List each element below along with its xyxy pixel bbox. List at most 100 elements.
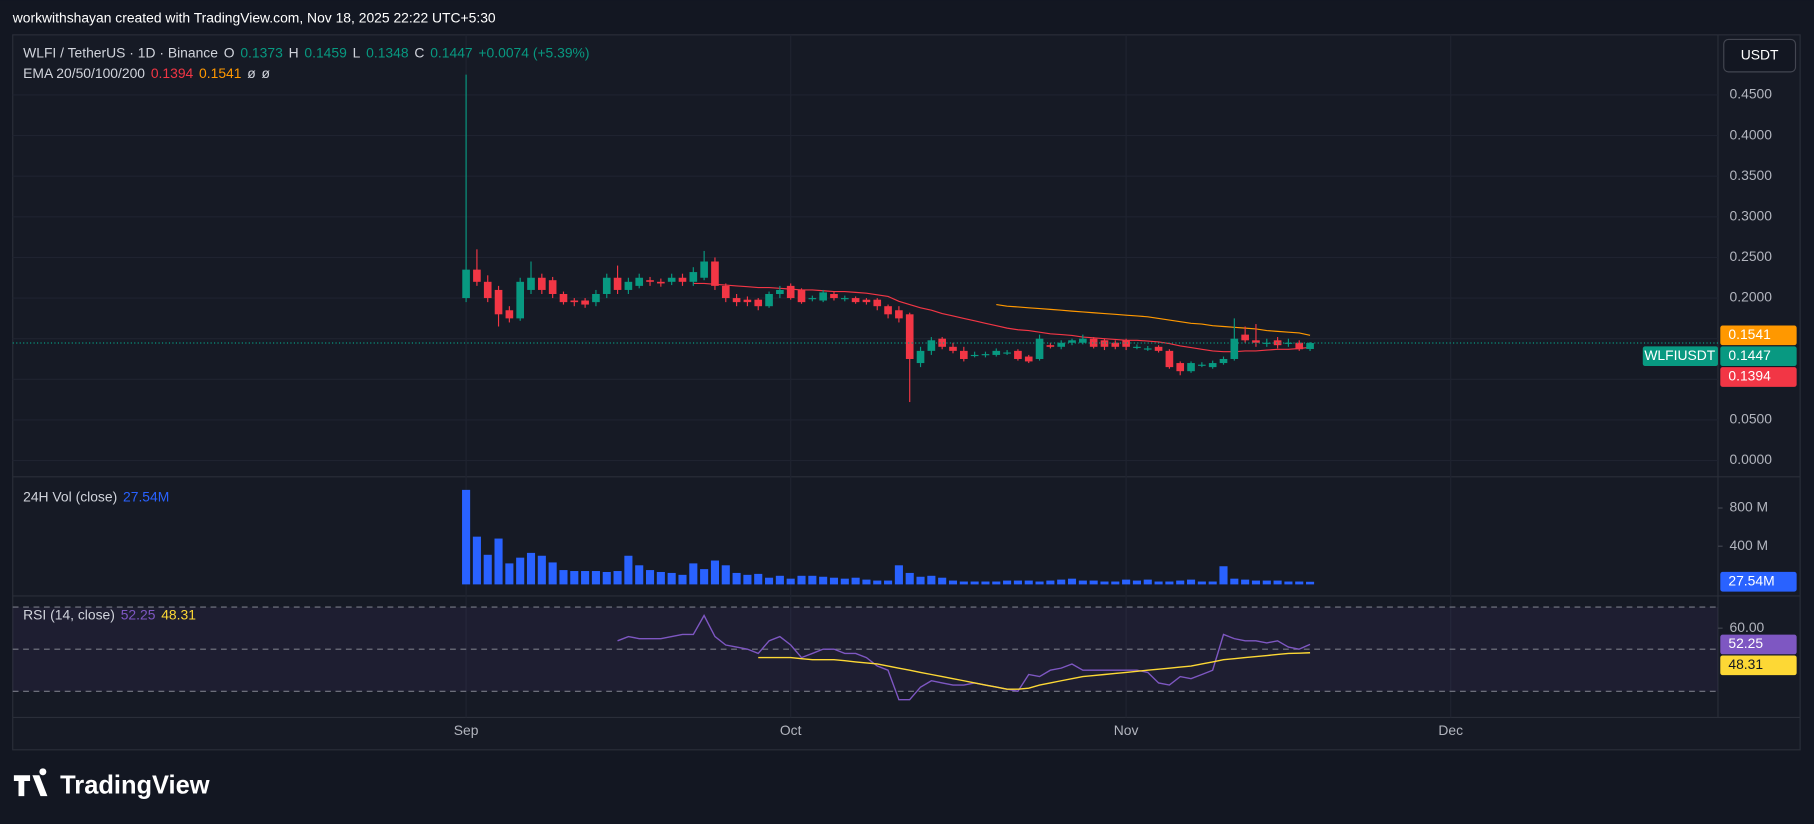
candle-body	[538, 277, 546, 290]
y-tick-label: 0.2500	[1730, 248, 1773, 264]
candle-body	[592, 294, 600, 303]
volume-bar	[678, 574, 687, 585]
candle-body	[1165, 350, 1174, 368]
legend-item: ø	[262, 65, 271, 81]
currency-button[interactable]	[1723, 38, 1797, 73]
candle-body	[646, 280, 654, 282]
y-tick-label: 0.4500	[1730, 86, 1773, 102]
volume-bar	[743, 574, 752, 585]
candle-body	[1057, 342, 1066, 347]
legend: EMA 20/50/100/200 0.1394 0.1541 ø ø	[23, 65, 270, 81]
legend-item: L	[353, 44, 361, 60]
candle-body	[1122, 340, 1130, 347]
volume-bar	[754, 573, 763, 585]
legend-item: 0.1394	[151, 65, 194, 81]
ema-line	[693, 282, 1311, 353]
candle-body	[581, 300, 589, 305]
currency[interactable]: USDT	[1741, 46, 1779, 62]
volume-bar	[1176, 580, 1185, 585]
volume-bar	[797, 575, 806, 585]
price-tag	[1720, 655, 1797, 676]
volume-bar	[808, 575, 817, 585]
candle-body	[959, 350, 968, 359]
y-tick-label: 0.4000	[1730, 126, 1773, 142]
volume-bar	[1035, 581, 1044, 585]
candle-body	[516, 281, 525, 319]
candle-body	[1284, 342, 1293, 344]
volume-bar	[1230, 578, 1239, 585]
volume-bar	[689, 563, 698, 585]
volume-bar	[602, 571, 611, 585]
volume-bar	[1100, 581, 1109, 585]
volume-bar	[1154, 581, 1163, 585]
volume-bar	[840, 578, 849, 585]
candle-body	[559, 294, 568, 303]
volume-bar	[1284, 581, 1293, 585]
candle-body	[1154, 346, 1163, 351]
volume-bar	[516, 557, 525, 585]
candle-body	[635, 277, 644, 286]
legend-item: RSI (14, close)	[23, 606, 115, 622]
volume-bar	[559, 570, 568, 585]
candle-body	[732, 298, 741, 303]
price-tag-label: 0.1541	[1728, 326, 1771, 342]
candle-body	[505, 310, 514, 319]
volume-bar	[894, 565, 903, 585]
chart-panel	[12, 34, 1801, 751]
candle-body	[689, 272, 698, 282]
legend-item: EMA 20/50/100/200	[23, 65, 145, 81]
candle-body	[743, 299, 752, 303]
candle-body	[1003, 352, 1011, 354]
candle-body	[1252, 340, 1260, 343]
volume-bar	[548, 562, 557, 585]
y-tick-label: 0.2000	[1730, 289, 1773, 305]
candle-body	[754, 299, 763, 307]
logo: TradingView	[13, 768, 210, 800]
candle-body	[949, 346, 957, 351]
candle-body	[483, 281, 492, 299]
candle-body	[819, 292, 827, 301]
legend-item: WLFI / TetherUS · 1D · Binance	[23, 44, 218, 60]
candle-body	[657, 281, 665, 284]
legend-item: C	[414, 44, 424, 60]
price-tag-label: 0.1447	[1728, 347, 1771, 363]
volume-bar	[700, 569, 709, 585]
candle-body	[1306, 342, 1314, 349]
volume-bar	[1186, 579, 1196, 585]
volume-bar	[862, 579, 871, 585]
legend-item: 0.1447	[430, 44, 473, 60]
candle-body	[808, 298, 817, 300]
volume-bar	[1306, 581, 1315, 585]
candle-body	[873, 299, 882, 307]
x-tick-label: Nov	[1114, 722, 1139, 738]
ema-line	[996, 303, 1311, 336]
volume-bar	[591, 571, 600, 585]
candle-body	[711, 261, 719, 286]
volume-bar	[905, 572, 914, 585]
y-tick-label: 0.3000	[1730, 207, 1773, 223]
volume-bar	[1057, 579, 1066, 585]
volume-bar	[732, 572, 741, 585]
brand: TradingView	[60, 772, 210, 800]
x-tick-label: Sep	[454, 722, 479, 738]
candle-body	[840, 298, 849, 300]
candle-body	[570, 300, 579, 303]
volume-bar	[916, 576, 925, 585]
candle-body	[927, 340, 936, 351]
candle-body	[1143, 348, 1152, 350]
y-tick-label: 800 M	[1730, 499, 1769, 515]
volume-bar	[873, 580, 882, 585]
volume-bar	[1241, 579, 1250, 585]
volume-bar	[775, 575, 784, 585]
candle-body	[527, 277, 535, 290]
volume-bar	[1251, 580, 1261, 585]
candle-body	[1014, 350, 1022, 359]
candle-body	[613, 277, 622, 290]
volume-bar	[1273, 580, 1282, 585]
volume-bar	[1197, 581, 1206, 585]
y-tick-label: 400 M	[1730, 537, 1769, 553]
candle-body	[992, 350, 1001, 355]
candle-body	[1198, 364, 1206, 366]
volume-bar	[645, 570, 655, 585]
